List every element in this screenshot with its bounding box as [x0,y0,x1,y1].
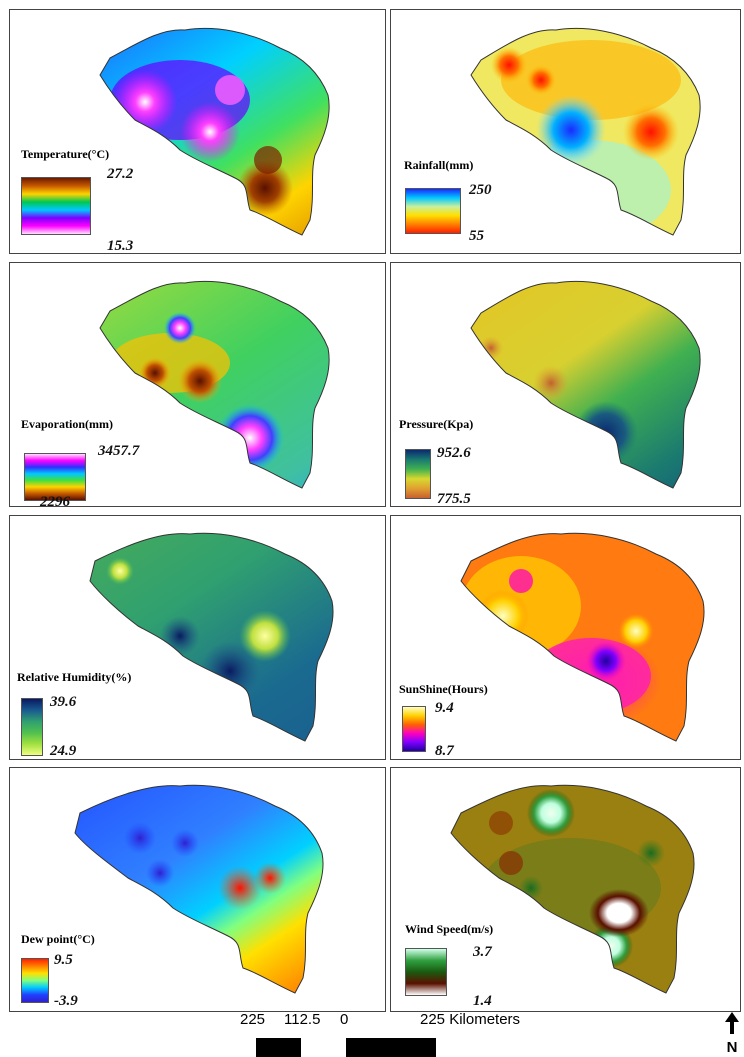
panel-title: Pressure(Kpa) [399,417,474,431]
panel-title: SunShine(Hours) [399,682,488,696]
legend-ramp [21,958,49,1003]
legend-min: 1.4 [473,993,492,1009]
scale-label-112: 112.5 [284,1011,321,1028]
north-arrow-icon: N [725,1012,739,1056]
legend-max: 952.6 [437,445,471,461]
map-panel-temperature: Temperature(°C) 27.2 15.3 [9,9,386,254]
map-temperature [99,27,330,236]
legend-max: 9.4 [435,700,454,716]
panel-title: Evaporation(mm) [21,417,113,431]
map-sunshine [460,532,705,742]
legend-ramp [405,449,431,499]
map-panel-humidity: Relative Humidity(%) 39.6 24.9 [9,515,386,760]
legend-max: 3457.7 [98,443,140,459]
legend-max: 27.2 [107,166,134,182]
map-windspeed [450,784,695,994]
legend-min: 8.7 [435,743,454,759]
panel-title: Dew point(°C) [21,932,95,946]
panel-title: Wind Speed(m/s) [405,922,494,936]
legend-ramp [21,698,43,756]
legend-min: 55 [469,228,484,244]
panel-title: Relative Humidity(%) [17,670,132,684]
north-label: N [727,1039,738,1056]
scale-label-0: 0 [340,1011,349,1028]
scale-bar [256,1038,436,1057]
panel-title: Temperature(°C) [21,147,110,161]
legend-min: -3.9 [54,993,78,1009]
map-dewpoint [74,784,324,994]
map-evaporation [99,280,330,489]
map-panel-sunshine: SunShine(Hours) 9.4 8.7 [390,515,741,760]
legend-min: 775.5 [437,491,471,507]
legend-ramp [405,948,447,996]
legend-ramp [402,706,426,752]
map-panel-pressure: Pressure(Kpa) 952.6 775.5 [390,262,741,507]
scale-label-km: 225 Kilometers [420,1011,521,1028]
legend-max: 250 [469,182,492,198]
map-panel-windspeed: Wind Speed(m/s) 3.7 1.4 [390,767,741,1012]
panel-title: Rainfall(mm) [404,158,474,172]
legend-max: 9.5 [54,952,73,968]
legend-min: 15.3 [107,238,134,254]
legend-ramp [24,453,86,501]
legend-min: 24.9 [50,743,77,759]
map-panel-evaporation: Evaporation(mm) 3457.7 2296 [9,262,386,507]
scale-label-225-left: 225 [240,1011,266,1028]
map-rainfall [470,27,701,236]
map-humidity [89,532,334,742]
map-panel-dewpoint: Dew point(°C) 9.5 -3.9 [9,767,386,1012]
legend-max: 3.7 [473,944,492,960]
map-pressure [470,280,701,489]
legend-ramp [21,177,91,235]
legend-ramp [405,188,461,234]
legend-min: 2296 [40,494,70,507]
map-panel-rainfall: Rainfall(mm) 250 55 [390,9,741,254]
legend-max: 39.6 [50,694,77,710]
